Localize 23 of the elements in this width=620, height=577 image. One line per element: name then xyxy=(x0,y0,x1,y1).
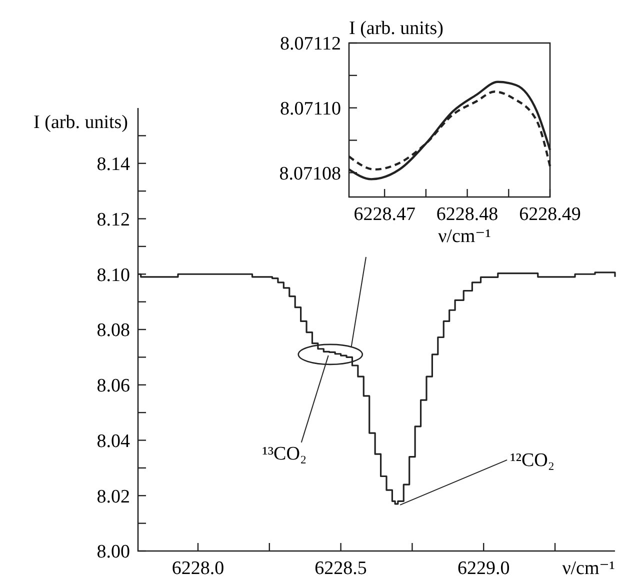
y-tick-label: 8.04 xyxy=(96,430,130,452)
y-tick-label: 8.14 xyxy=(96,154,130,176)
y-axis-title: I (arb. units) xyxy=(349,18,444,39)
x-tick-label: 6228.48 xyxy=(436,204,498,225)
y-tick-label: 8.08 xyxy=(96,320,130,342)
y-tick-label: 8.12 xyxy=(96,209,130,230)
y-tick-label: 8.10 xyxy=(96,264,130,286)
x-tick-label: 6228.47 xyxy=(354,204,416,225)
x-tick-label: 6228.49 xyxy=(519,204,581,225)
y-tick-label: 8.00 xyxy=(96,542,130,563)
y-axis-title: I (arb. units) xyxy=(34,112,128,133)
x-tick-label: 6229.0 xyxy=(457,558,510,577)
x-axis-title: ν/cm⁻¹ xyxy=(562,558,616,577)
y-tick-label: 8.02 xyxy=(96,486,130,508)
y-tick-label: 8.07112 xyxy=(280,34,341,55)
annotation: ¹³CO₂ xyxy=(262,443,307,464)
x-tick-label: 6228.5 xyxy=(314,558,367,577)
x-tick-label: 6228.0 xyxy=(172,558,224,577)
y-tick-label: 8.07110 xyxy=(280,98,341,120)
y-tick-label: 8.06 xyxy=(96,376,130,397)
x-axis-title: ν/cm⁻¹ xyxy=(438,226,492,247)
annotation: ¹²CO₂ xyxy=(510,450,554,471)
y-tick-label: 8.07108 xyxy=(279,163,341,184)
